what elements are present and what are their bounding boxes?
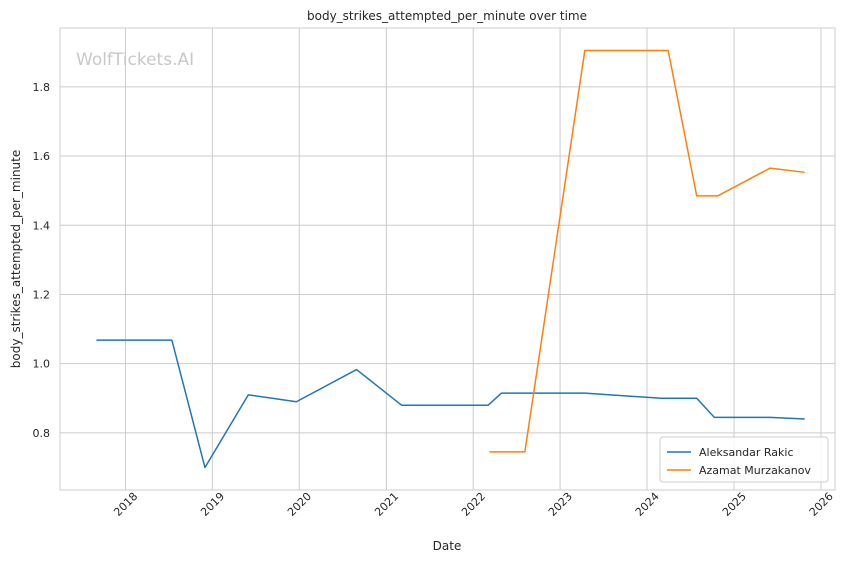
legend-box	[659, 436, 829, 483]
watermark-text: WolfTickets.AI	[76, 50, 194, 70]
x-tick-label: 2018	[111, 490, 140, 519]
y-tick-label: 1.2	[33, 288, 51, 301]
plot-frame	[59, 27, 836, 491]
x-tick-label: 2019	[198, 490, 227, 519]
legend: Aleksandar Rakic Azamat Murzakanov	[659, 436, 829, 483]
x-tick-label: 2025	[720, 490, 749, 519]
chart-title: body_strikes_attempted_per_minute over t…	[307, 9, 587, 23]
y-axis-label: body_strikes_attempted_per_minute	[9, 150, 23, 368]
y-tick-labels: 0.8 1.0 1.2 1.4 1.6 1.8	[33, 81, 51, 440]
x-axis-label: Date	[433, 539, 462, 553]
y-tick-label: 1.6	[33, 150, 51, 163]
x-tick-label: 2024	[633, 490, 662, 519]
x-tick-label: 2023	[546, 490, 575, 519]
x-tick-label: 2022	[459, 490, 488, 519]
x-tick-label: 2020	[285, 490, 314, 519]
y-tick-label: 1.8	[33, 81, 51, 94]
y-tick-label: 0.8	[33, 427, 51, 440]
series-line-1	[96, 339, 805, 469]
y-tick-label: 1.0	[33, 358, 51, 371]
legend-label-2: Azamat Murzakanov	[699, 464, 811, 477]
series-layer	[96, 49, 805, 469]
x-tick-label: 2021	[372, 490, 401, 519]
grid-lines	[60, 28, 835, 490]
legend-label-1: Aleksandar Rakic	[699, 446, 794, 459]
x-tick-labels: 2018 2019 2020 2021 2022 2023 2024 2025 2026	[111, 490, 835, 519]
x-tick-label: 2026	[807, 490, 836, 519]
y-tick-label: 1.4	[33, 219, 51, 232]
series-line-2	[489, 49, 805, 453]
